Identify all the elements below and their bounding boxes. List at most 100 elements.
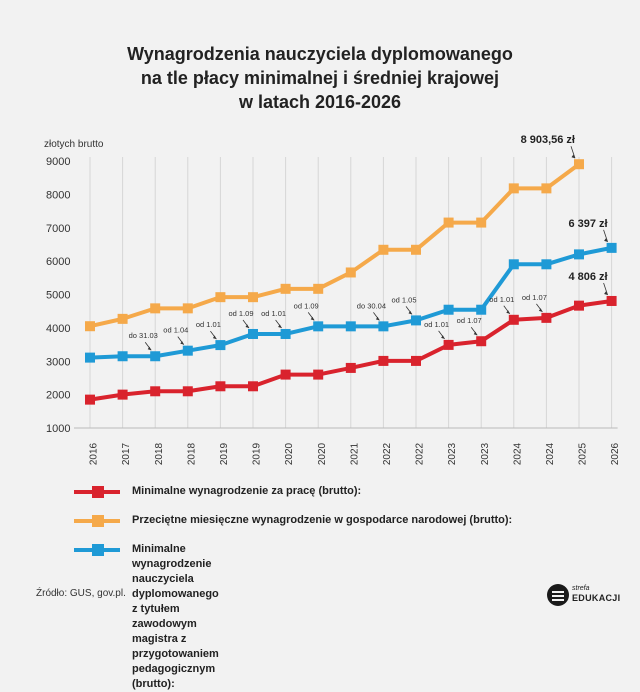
point-average-wage-14 [541,183,552,194]
y-tick-label-5000: 5000 [46,290,70,302]
point-average-wage-0 [85,321,95,332]
x-tick-label-2: 2018 [154,442,165,465]
value-label-arrow-minimum-wage [603,282,608,296]
point-minimum-wage-1 [117,389,128,400]
point-teacher-wage-12 [476,304,487,315]
value-label-teacher-wage: 6 397 zł [568,218,607,230]
point-minimum-wage-16 [606,295,617,306]
annotation-4: od 1.01 [261,309,286,318]
point-teacher-wage-9 [378,321,389,332]
title-line-2: na tle płacy minimalnej i średniej krajo… [140,68,500,88]
point-minimum-wage-14 [541,312,552,323]
point-minimum-wage-9 [378,355,389,366]
x-tick-label-11: 2023 [447,442,458,465]
point-average-wage-1 [117,313,128,324]
annotation-arrowhead-5 [310,316,315,321]
x-tick-label-8: 2021 [349,442,360,465]
annotation-arrowhead-4 [278,324,282,328]
title-line-3: w latach 2016-2026 [238,92,402,112]
annotation-arrowhead-0 [147,346,152,351]
point-teacher-wage-16 [606,242,617,253]
y-tick-label-7000: 7000 [46,223,70,235]
x-tick-label-14: 2024 [545,442,556,465]
legend-label-teacher-wage: Minimalne wynagrodzenie nauczyciela dypl… [132,543,219,690]
point-minimum-wage-3 [182,386,193,397]
strefa-edukacji-logo: strefa EDUKACJI [547,582,620,610]
point-average-wage-3 [182,303,193,314]
series-line-average-wage [89,162,581,329]
chart-title: Wynagrodzenia nauczyciela dyplomowanego … [0,42,640,114]
point-teacher-wage-1 [117,351,128,362]
legend-marker-average-wage [92,515,104,527]
point-minimum-wage-13 [508,314,519,325]
point-average-wage-8 [345,267,356,278]
point-teacher-wage-10 [411,315,421,326]
point-minimum-wage-12 [476,336,487,347]
logo-text-small: strefa [572,585,590,592]
point-teacher-wage-0 [85,352,95,363]
y-tick-label-2000: 2000 [46,390,70,402]
source-note: Źródło: GUS, gov.pl. [36,588,126,599]
x-tick-label-4: 2019 [219,442,230,465]
x-tick-label-0: 2016 [89,442,100,465]
point-teacher-wage-4 [215,340,226,351]
point-average-wage-9 [378,244,389,255]
x-tick-label-5: 2019 [252,442,263,465]
point-average-wage-7 [313,283,324,294]
point-minimum-wage-0 [85,394,95,405]
annotation-arrowhead-9 [473,331,478,336]
annotation-9: od 1.07 [457,316,482,325]
annotation-8: od 1.01 [424,320,449,329]
value-label-average-wage: 8 903,56 zł [521,134,575,146]
y-tick-label-3000: 3000 [46,356,70,368]
y-tick-label-4000: 4000 [46,323,70,335]
point-minimum-wage-8 [345,362,356,373]
legend-label-average-wage: Przeciętne miesięczne wynagrodzenie w go… [132,514,513,526]
annotation-6: do 30.04 [357,301,386,310]
annotation-11: od 1.07 [522,293,547,302]
point-teacher-wage-14 [541,259,552,270]
point-teacher-wage-8 [345,321,356,332]
point-teacher-wage-2 [150,351,161,362]
annotation-arrowhead-11 [538,308,543,312]
annotation-arrowhead-10 [506,310,510,314]
annotation-0: do 31.03 [129,331,158,340]
annotation-arrowhead-3 [245,324,249,328]
legend-label-minimum-wage: Minimalne wynagrodzenie za pracę (brutto… [132,485,362,497]
point-minimum-wage-10 [411,355,421,366]
point-average-wage-13 [508,183,519,194]
point-minimum-wage-2 [150,386,161,397]
point-teacher-wage-11 [443,304,454,315]
point-teacher-wage-5 [248,328,258,339]
point-average-wage-2 [150,303,161,314]
x-tick-label-16: 2026 [610,442,621,465]
point-minimum-wage-11 [443,339,454,350]
point-average-wage-11 [443,217,454,228]
point-minimum-wage-5 [248,381,258,392]
annotation-5: od 1.09 [294,301,319,310]
point-teacher-wage-7 [313,321,324,332]
annotation-arrowhead-2 [212,335,217,340]
x-tick-label-12: 2023 [480,442,491,465]
legend-marker-teacher-wage [92,544,104,556]
annotation-3: od 1.09 [228,309,253,318]
x-tick-label-15: 2025 [578,442,589,465]
y-tick-label-6000: 6000 [46,256,70,268]
annotation-arrowhead-7 [408,310,412,315]
x-tick-label-10: 2022 [415,442,426,465]
logo-text-big: EDUKACJI [572,593,621,603]
x-tick-label-3: 2018 [186,442,197,465]
point-average-wage-15 [574,159,584,170]
point-teacher-wage-13 [508,259,519,270]
x-tick-label-7: 2020 [317,442,328,465]
y-tick-label-9000: 9000 [46,156,70,168]
annotation-arrowhead-1 [180,341,184,345]
value-label-arrow-average-wage [570,146,576,159]
point-minimum-wage-6 [280,369,291,380]
x-tick-label-1: 2017 [121,442,132,465]
point-teacher-wage-3 [182,345,193,356]
value-label-arrow-teacher-wage [603,229,608,243]
annotation-10: od 1.01 [489,295,514,304]
logo-books-icon [547,584,569,606]
point-teacher-wage-6 [280,328,291,339]
